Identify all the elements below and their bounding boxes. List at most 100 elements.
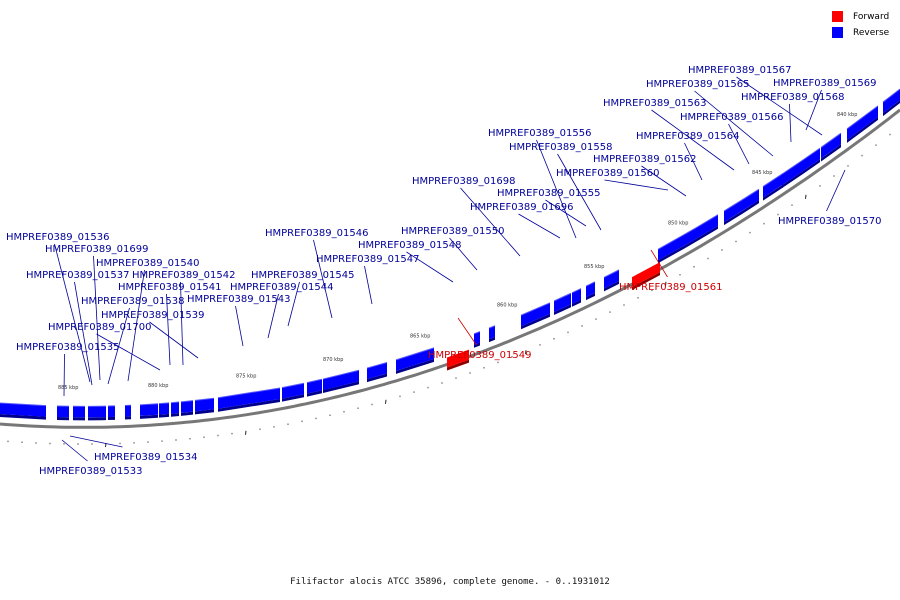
gene-label-HMPREF0389_01547: HMPREF0389_01547 xyxy=(316,254,419,265)
gene-label-HMPREF0389_01550: HMPREF0389_01550 xyxy=(401,226,504,237)
gene-arrow-highlight xyxy=(695,214,719,229)
gene-arrow-highlight xyxy=(882,88,900,103)
gene-arrow-HMPREF0389_01564 xyxy=(696,214,718,239)
gene-arrow-HMPREF0389_01540 xyxy=(125,405,131,417)
label-leader-line xyxy=(457,317,477,346)
gene-arrow-HMPREF0389_01556 xyxy=(586,281,595,298)
scale-major-tick xyxy=(245,430,247,435)
gene-arrow-HMPREF0389_01546 xyxy=(323,370,359,391)
label-leader-line xyxy=(364,265,373,305)
label-leader-line xyxy=(557,153,602,231)
label-leader-line xyxy=(74,281,93,386)
gene-label-HMPREF0389_01562: HMPREF0389_01562 xyxy=(593,154,696,165)
legend-forward-label: Forward xyxy=(853,11,890,22)
gene-label-HMPREF0389_01541: HMPREF0389_01541 xyxy=(118,282,221,293)
kbp-label: 855 kbp xyxy=(584,264,604,270)
gene-arrow-side xyxy=(57,416,69,421)
gene-arrow-highlight xyxy=(180,400,194,403)
gene-arrow-side xyxy=(743,200,759,214)
gene-arrow-highlight xyxy=(553,292,572,302)
gene-arrow-highlight xyxy=(571,288,582,294)
gene-arrow-HMPREF0389_01700 xyxy=(73,406,85,418)
gene-arrow-HMPREF0389_01566 xyxy=(743,189,759,211)
gene-arrow-side xyxy=(367,373,387,383)
kbp-label: 845 kbp xyxy=(752,170,772,176)
label-leader-line xyxy=(460,187,521,257)
gene-arrow-side xyxy=(171,413,179,417)
scale-major-tick xyxy=(385,399,387,404)
gene-label-HMPREF0389_01558: HMPREF0389_01558 xyxy=(509,142,612,153)
gene-label-HMPREF0389_01555: HMPREF0389_01555 xyxy=(497,188,600,199)
label-leader-line xyxy=(107,307,130,385)
gene-arrow-side xyxy=(632,272,660,291)
gene-arrow-HMPREF0389_01568 xyxy=(782,159,804,186)
gene-arrow-HMPREF0389_01699 xyxy=(140,403,158,416)
gene-arrow-highlight xyxy=(762,173,784,187)
gene-arrow-HMPREF0389_01541 xyxy=(159,402,169,415)
kbp-label: 870 kbp xyxy=(323,357,343,363)
label-leader-line xyxy=(63,353,65,397)
label-leader-line xyxy=(604,179,669,191)
gene-arrow-side xyxy=(883,100,900,117)
gene-arrow-side xyxy=(88,417,101,421)
gene-arrow-side xyxy=(0,414,46,420)
gene-arrow-highlight xyxy=(158,402,170,405)
gene-arrow-HMPREF0389_01535 xyxy=(57,406,69,418)
gene-arrow-highlight xyxy=(488,325,496,329)
gene-label-HMPREF0389_01566: HMPREF0389_01566 xyxy=(680,112,783,123)
label-leader-line xyxy=(789,103,792,143)
gene-arrow-highlight xyxy=(846,105,879,130)
gene-arrow-side xyxy=(684,238,696,249)
label-leader-line xyxy=(684,142,703,181)
gene-arrow-HMPREF0389_01539 xyxy=(101,406,106,418)
gene-arrow-side xyxy=(604,280,619,292)
gene-label-HMPREF0389_01699: HMPREF0389_01699 xyxy=(45,244,148,255)
scale-major-tick xyxy=(665,281,667,286)
gene-label-HMPREF0389_01533: HMPREF0389_01533 xyxy=(39,466,142,477)
label-leader-line xyxy=(69,435,123,448)
gene-label-HMPREF0389_01534: HMPREF0389_01534 xyxy=(94,452,197,463)
gene-arrow-HMPREF0389_01547 xyxy=(367,362,387,380)
gene-arrow-highlight xyxy=(742,188,760,200)
kbp-label: 880 kbp xyxy=(148,383,168,389)
gene-arrow-HMPREF0389_01698 xyxy=(521,302,550,327)
gene-arrow-highlight xyxy=(473,331,481,335)
label-leader-line xyxy=(826,169,846,212)
gene-arrow-side xyxy=(586,292,595,301)
gene-arrow-side xyxy=(572,299,581,307)
kbp-label: 865 kbp xyxy=(410,333,430,339)
gene-arrow-HMPREF0389_01548 xyxy=(396,347,434,371)
gene-arrow-side xyxy=(282,394,304,402)
gene-arrow-highlight xyxy=(781,158,805,175)
gene-arrow-side xyxy=(396,358,434,374)
gene-arrow-HMPREF0389_01570 xyxy=(847,105,878,140)
gene-arrow-side xyxy=(804,159,820,174)
label-leader-line xyxy=(180,281,184,366)
gene-arrow-highlight xyxy=(322,369,360,380)
gene-arrow-highlight xyxy=(217,387,281,399)
gene-arrow-HMPREF0389_01542 xyxy=(171,402,179,414)
gene-label-HMPREF0389_01545: HMPREF0389_01545 xyxy=(251,270,354,281)
label-leader-line xyxy=(127,269,145,382)
gene-label-HMPREF0389_01548: HMPREF0389_01548 xyxy=(358,240,461,251)
gene-arrow-highlight xyxy=(520,302,551,316)
forward-swatch xyxy=(832,11,843,22)
gene-label-HMPREF0389_01537: HMPREF0389_01537 xyxy=(26,270,129,281)
gene-label-HMPREF0389_01565: HMPREF0389_01565 xyxy=(646,79,749,90)
legend-forward: Forward xyxy=(832,9,892,24)
gene-arrow-HMPREF0389_01558 xyxy=(604,269,619,289)
label-leader-line xyxy=(518,213,561,239)
label-leader-line xyxy=(61,439,88,462)
gene-arrow-side xyxy=(73,417,85,421)
gene-arrow-highlight xyxy=(395,347,435,361)
gene-arrow-HMPREF0389_01549 xyxy=(447,349,469,368)
scale-major-tick xyxy=(525,350,527,355)
gene-arrow-HMPREF0389_01538 xyxy=(88,406,101,418)
gene-arrow-HMPREF0389_01539 xyxy=(195,398,214,412)
gene-label-HMPREF0389_01549: HMPREF0389_01549 xyxy=(428,350,531,361)
label-leader-line xyxy=(728,123,750,165)
gene-arrow-highlight xyxy=(306,378,323,384)
gene-arrow-side xyxy=(474,342,480,348)
gene-arrow-highlight xyxy=(0,402,47,407)
gene-arrow-highlight xyxy=(585,281,596,287)
